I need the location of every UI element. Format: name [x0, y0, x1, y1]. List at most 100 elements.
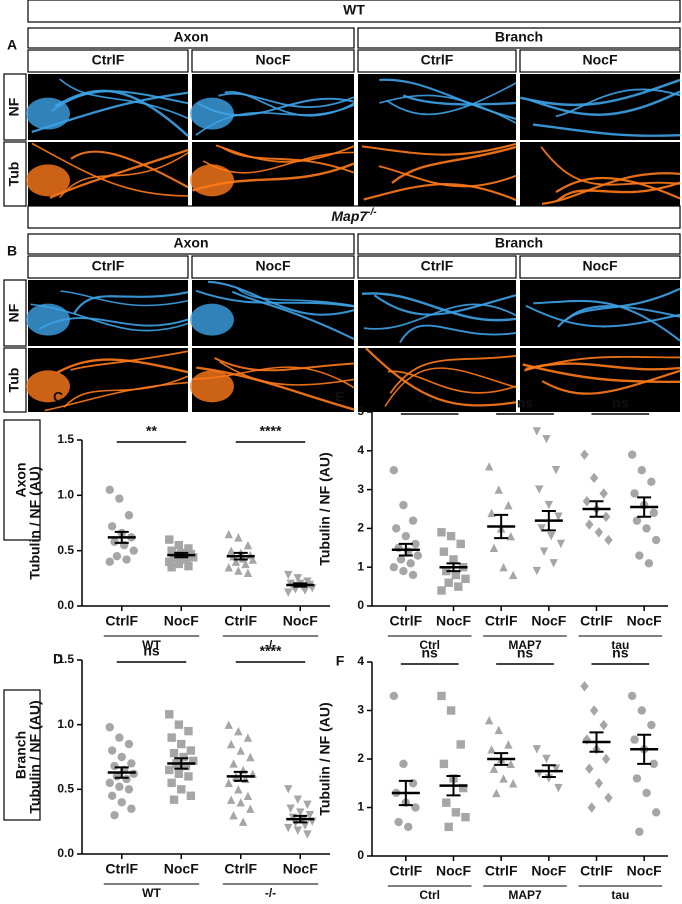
error-bar — [114, 530, 129, 544]
x-tick-label: CtrlF — [389, 613, 422, 629]
data-point — [544, 500, 554, 510]
data-point — [110, 761, 119, 771]
data-point — [599, 719, 608, 731]
data-point — [551, 764, 561, 773]
significance-label: ns — [612, 395, 629, 411]
data-point — [556, 539, 566, 549]
data-point — [499, 563, 508, 572]
data-point — [627, 450, 637, 459]
error-bar — [446, 774, 461, 797]
data-point — [439, 759, 449, 769]
data-point — [293, 795, 303, 804]
micrograph — [520, 74, 680, 140]
data-point — [532, 427, 542, 436]
data-point — [129, 769, 138, 779]
data-point — [392, 524, 401, 533]
micrograph — [520, 280, 680, 346]
data-point — [165, 557, 174, 566]
y-tick-label: 3 — [357, 703, 364, 717]
panel-letter: E — [335, 389, 344, 405]
x-tick-label: CtrlF — [580, 613, 613, 629]
data-point — [642, 524, 651, 533]
neurite — [399, 324, 517, 344]
data-point — [236, 798, 245, 807]
significance-label: ** — [146, 423, 157, 439]
y-tick-label: 4 — [357, 654, 364, 668]
label-box — [191, 255, 355, 279]
label-box — [27, 233, 355, 255]
channel-label: Tub — [6, 162, 22, 187]
data-point — [303, 830, 312, 839]
neurite — [565, 305, 681, 321]
data-point — [105, 557, 114, 566]
data-point — [246, 752, 255, 762]
data-point — [554, 783, 563, 793]
group-label: tau — [611, 888, 629, 902]
panel-letter: D — [53, 651, 63, 667]
data-point — [115, 494, 124, 503]
data-point — [508, 779, 518, 788]
data-point — [594, 778, 604, 789]
label-box — [3, 279, 27, 347]
error-bar — [233, 551, 248, 561]
x-tick-label: CtrlF — [485, 613, 518, 629]
data-point — [105, 723, 114, 732]
neurite — [54, 89, 189, 137]
y-tick-label: 4 — [357, 443, 364, 457]
data-point — [284, 785, 293, 794]
soma — [26, 303, 70, 336]
data-point — [599, 488, 608, 499]
neurite — [56, 358, 189, 374]
x-tick-label: CtrlF — [224, 613, 257, 629]
data-point — [601, 753, 611, 765]
data-point — [127, 759, 136, 768]
neurite — [557, 181, 681, 202]
data-point — [234, 785, 243, 794]
y-tick-label: 1 — [357, 559, 364, 573]
data-point — [117, 798, 126, 807]
condition-label: NocF — [583, 258, 618, 274]
data-point — [458, 783, 468, 793]
x-tick-label: NocF — [436, 863, 471, 879]
neurite — [231, 290, 355, 340]
data-point — [165, 710, 174, 719]
micrograph — [358, 142, 516, 206]
data-point — [105, 485, 114, 494]
label-box — [357, 49, 517, 73]
error-bar — [398, 542, 413, 557]
neurite — [522, 363, 681, 384]
data-point — [231, 557, 241, 566]
data-point — [408, 516, 418, 525]
neurite — [555, 88, 681, 118]
data-point — [504, 500, 513, 510]
genotype-name: Map7 — [331, 208, 368, 224]
label-box — [3, 347, 27, 413]
y-tick-label: 1.5 — [57, 432, 74, 446]
data-point — [165, 765, 174, 775]
data-point — [389, 563, 399, 572]
data-point — [632, 516, 642, 525]
data-point — [284, 823, 293, 833]
error-bar — [589, 731, 604, 753]
data-point — [174, 769, 184, 779]
neurite — [389, 354, 517, 394]
data-point — [226, 795, 236, 804]
data-point — [487, 745, 496, 754]
x-tick-label: CtrlF — [105, 861, 138, 877]
data-point — [174, 559, 184, 569]
data-point — [246, 804, 255, 813]
label-box — [519, 255, 681, 279]
data-point — [165, 535, 174, 544]
data-point — [284, 570, 293, 580]
data-point — [494, 485, 503, 494]
group-label: Ctrl — [419, 638, 440, 652]
x-tick-label: NocF — [531, 613, 566, 629]
soma — [26, 164, 70, 197]
condition-label: CtrlF — [421, 258, 454, 274]
data-point — [115, 733, 124, 742]
neurite — [541, 369, 681, 395]
data-point — [604, 792, 613, 803]
data-point — [461, 574, 470, 584]
neurite — [44, 381, 189, 412]
